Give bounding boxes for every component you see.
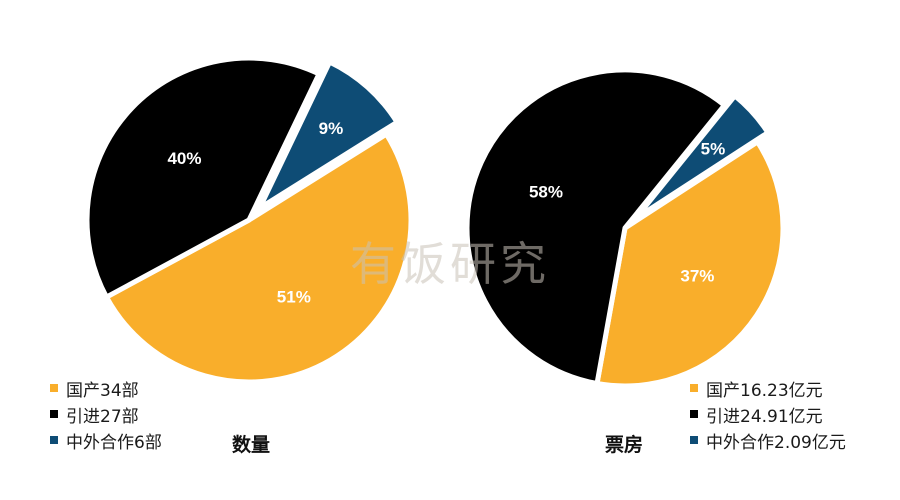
pie-slice — [464, 67, 727, 387]
slice-percent-label: 58% — [529, 182, 563, 201]
legend-boxoffice: 国产16.23亿元 引进24.91亿元 中外合作2.09亿元 — [690, 376, 846, 454]
legend-swatch — [690, 410, 698, 418]
legend-swatch — [50, 384, 58, 392]
legend-label: 引进27部 — [66, 406, 139, 427]
legend-label: 中外合作2.09亿元 — [706, 432, 846, 453]
legend-swatch — [50, 436, 58, 444]
pie-slice — [594, 139, 786, 389]
pie-slice — [632, 93, 771, 222]
slice-percent-label: 5% — [701, 139, 726, 158]
legend-label: 中外合作6部 — [66, 432, 162, 453]
slice-percent-label: 37% — [680, 267, 714, 286]
legend-item: 中外合作2.09亿元 — [690, 428, 846, 453]
pie-slice — [103, 131, 414, 385]
legend-label: 引进24.91亿元 — [706, 406, 823, 427]
slice-percent-label: 9% — [319, 119, 344, 138]
legend-label: 国产16.23亿元 — [706, 380, 823, 401]
legend-swatch — [690, 384, 698, 392]
slice-percent-label: 40% — [167, 149, 201, 168]
legend-item: 国产34部 — [50, 376, 162, 401]
legend-item: 国产16.23亿元 — [690, 376, 846, 401]
legend-item: 中外合作6部 — [50, 428, 162, 453]
pie-slice — [84, 55, 322, 300]
legend-item: 引进24.91亿元 — [690, 402, 846, 427]
legend-item: 引进27部 — [50, 402, 162, 427]
legend-swatch — [50, 410, 58, 418]
legend-swatch — [690, 436, 698, 444]
legend-quantity: 国产34部 引进27部 中外合作6部 — [50, 376, 162, 454]
chart-title-quantity: 数量 — [232, 434, 271, 456]
legend-label: 国产34部 — [66, 380, 139, 401]
watermark: 有饭研究 — [350, 237, 550, 291]
pie-slice — [257, 59, 400, 211]
slice-percent-label: 51% — [277, 288, 311, 307]
chart-title-boxoffice: 票房 — [605, 434, 644, 456]
